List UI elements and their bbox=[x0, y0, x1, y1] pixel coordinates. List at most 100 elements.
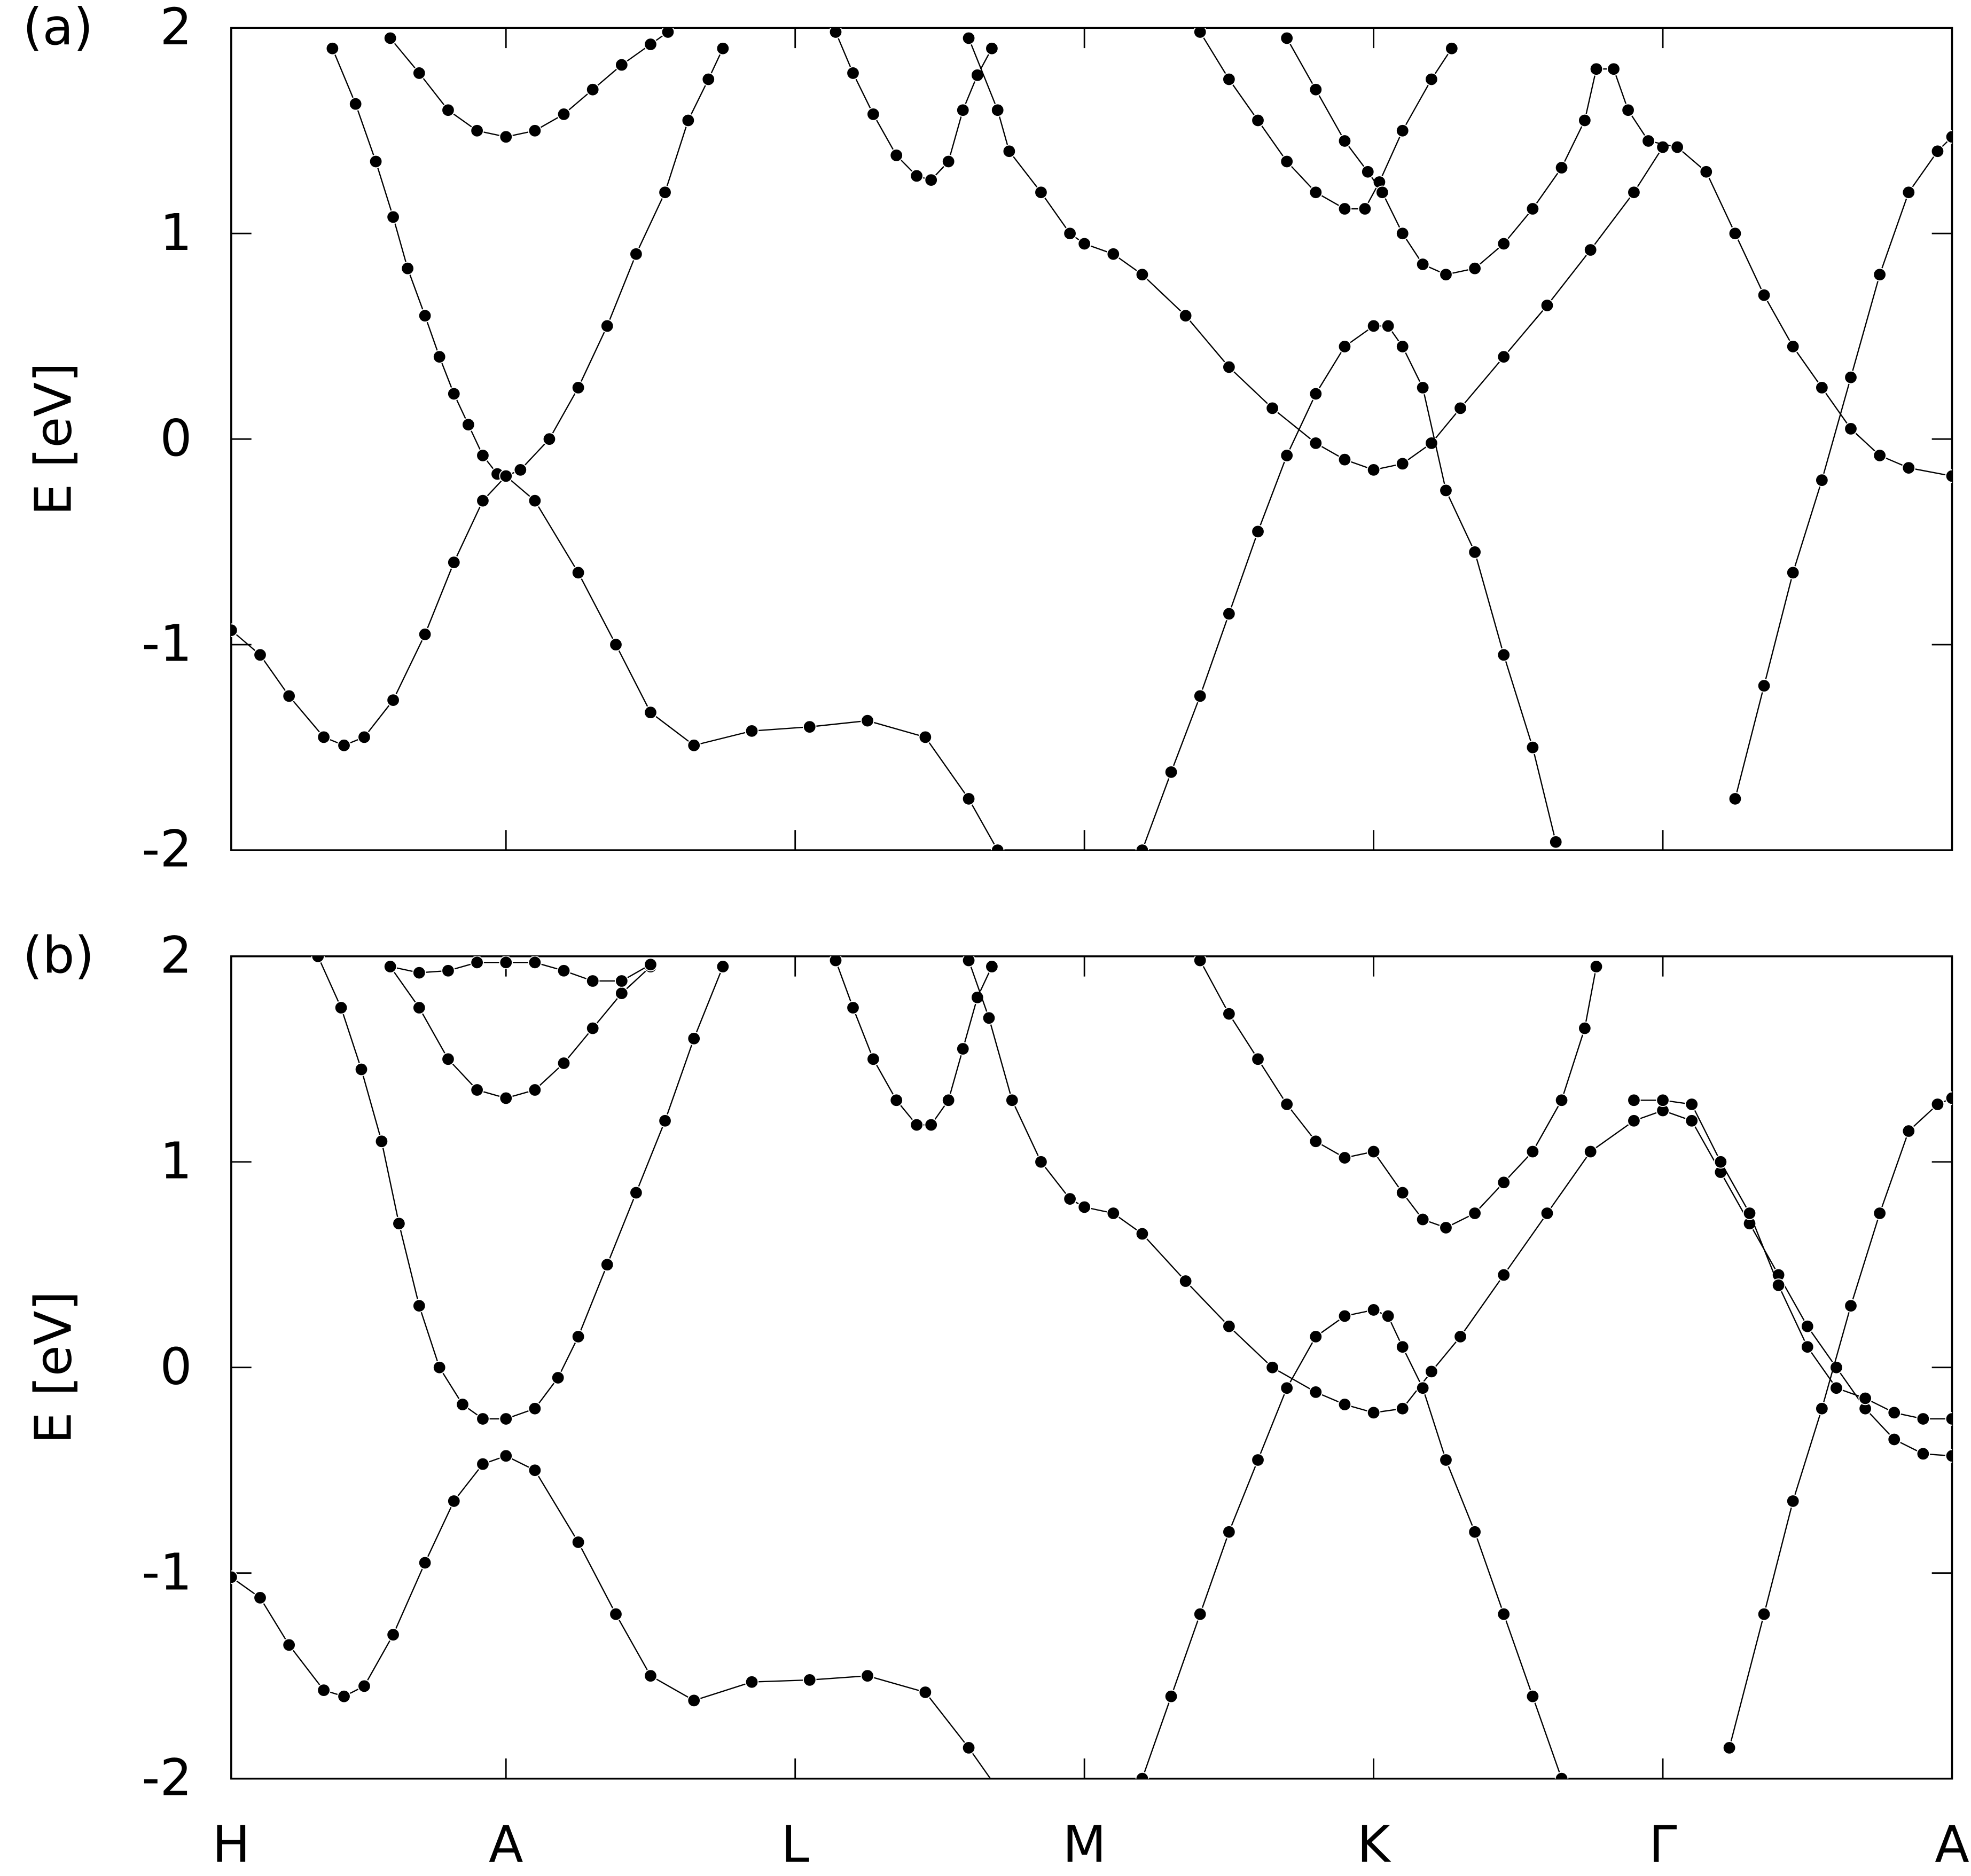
band-point bbox=[447, 1494, 461, 1508]
band-point bbox=[418, 1556, 432, 1570]
band-point bbox=[1540, 299, 1554, 312]
band-point bbox=[401, 261, 414, 276]
band-line bbox=[332, 48, 724, 477]
band-point bbox=[609, 1607, 623, 1621]
band-point bbox=[1497, 648, 1511, 662]
band-point bbox=[918, 730, 933, 744]
band-point bbox=[470, 1083, 484, 1097]
band-point bbox=[317, 1683, 331, 1697]
y-tick-label: 1 bbox=[160, 1132, 192, 1190]
band-point bbox=[1366, 1144, 1381, 1159]
band-point bbox=[1381, 1309, 1395, 1323]
band-point bbox=[528, 1083, 542, 1097]
band-point bbox=[1468, 261, 1482, 276]
band-point bbox=[1497, 1268, 1511, 1282]
band-point bbox=[1627, 185, 1641, 199]
band-point bbox=[1265, 401, 1279, 415]
band-point bbox=[681, 113, 695, 128]
band-point bbox=[1222, 72, 1236, 87]
band-point bbox=[1309, 185, 1323, 199]
band-point bbox=[1722, 1741, 1737, 1755]
band-point bbox=[910, 169, 924, 183]
band-point bbox=[1005, 1093, 1019, 1108]
band-point bbox=[1930, 1097, 1945, 1111]
band-point bbox=[231, 1570, 238, 1584]
band-point bbox=[1656, 1093, 1670, 1108]
band-point bbox=[447, 387, 461, 401]
band-point bbox=[1945, 1412, 1952, 1426]
band-point bbox=[1757, 1607, 1771, 1621]
band-point bbox=[1526, 1144, 1540, 1159]
band-point bbox=[1945, 469, 1952, 483]
y-axis-label: E [eV] bbox=[24, 363, 83, 516]
band-point bbox=[1786, 566, 1800, 580]
band-point bbox=[1193, 956, 1207, 968]
band-point bbox=[253, 648, 267, 662]
band-point bbox=[982, 1011, 996, 1025]
band-point bbox=[745, 1675, 759, 1689]
band-point bbox=[687, 738, 701, 752]
band-point bbox=[1815, 381, 1829, 395]
band-point bbox=[585, 1021, 600, 1035]
band-point bbox=[386, 693, 400, 707]
band-point bbox=[1945, 130, 1952, 144]
band-point bbox=[1829, 1381, 1843, 1395]
band-point bbox=[629, 1186, 643, 1200]
band-point bbox=[1077, 237, 1091, 251]
band-point bbox=[1178, 1274, 1193, 1288]
band-point bbox=[1193, 1607, 1207, 1621]
band-point bbox=[1135, 1771, 1149, 1779]
band-point bbox=[418, 309, 432, 323]
band-point bbox=[1801, 1340, 1814, 1354]
band-point bbox=[985, 41, 999, 56]
band-point bbox=[961, 956, 976, 968]
band-line bbox=[1286, 37, 1952, 477]
band-line bbox=[231, 1455, 991, 1779]
band-line bbox=[1141, 325, 1557, 851]
y-tick-label: 1 bbox=[160, 203, 192, 262]
band-line bbox=[1199, 960, 1597, 1229]
band-point bbox=[557, 963, 571, 978]
band-point bbox=[1497, 350, 1511, 364]
band-point bbox=[1164, 765, 1178, 779]
band-point bbox=[412, 1001, 426, 1015]
band-point bbox=[1526, 740, 1540, 755]
band-point bbox=[476, 449, 490, 462]
band-point bbox=[412, 966, 426, 980]
band-line bbox=[1141, 1309, 1562, 1779]
band-point bbox=[1222, 1525, 1236, 1539]
band-point bbox=[231, 623, 238, 637]
band-point bbox=[1193, 28, 1207, 39]
band-point bbox=[1309, 1134, 1323, 1149]
band-point bbox=[1375, 185, 1389, 199]
y-axis-label: E [eV] bbox=[24, 1291, 83, 1444]
band-point bbox=[889, 148, 903, 162]
band-point bbox=[325, 41, 340, 56]
band-point bbox=[432, 350, 447, 364]
band-point bbox=[1945, 1091, 1952, 1105]
band-point bbox=[1583, 1144, 1598, 1159]
band-point bbox=[1425, 72, 1438, 87]
band-point bbox=[1034, 185, 1048, 199]
band-point bbox=[1873, 449, 1887, 462]
band-point bbox=[1135, 843, 1149, 851]
band-point bbox=[412, 1299, 426, 1313]
band-point bbox=[1395, 1401, 1410, 1416]
band-point bbox=[1554, 161, 1569, 175]
band-point bbox=[1468, 1206, 1482, 1220]
y-tick-label: 0 bbox=[160, 1337, 192, 1396]
band-point bbox=[1945, 1449, 1952, 1463]
band-point bbox=[528, 123, 542, 138]
band-point bbox=[1526, 1689, 1540, 1704]
band-point bbox=[392, 1216, 406, 1231]
band-point bbox=[1439, 483, 1453, 498]
y-tick-label: -1 bbox=[142, 1543, 192, 1602]
band-point bbox=[513, 463, 528, 477]
band-point bbox=[961, 1741, 976, 1755]
band-point bbox=[1902, 1124, 1916, 1138]
band-point bbox=[1280, 449, 1294, 462]
band-point bbox=[1453, 401, 1467, 415]
band-point bbox=[1902, 461, 1916, 475]
band-point bbox=[1887, 1406, 1902, 1420]
